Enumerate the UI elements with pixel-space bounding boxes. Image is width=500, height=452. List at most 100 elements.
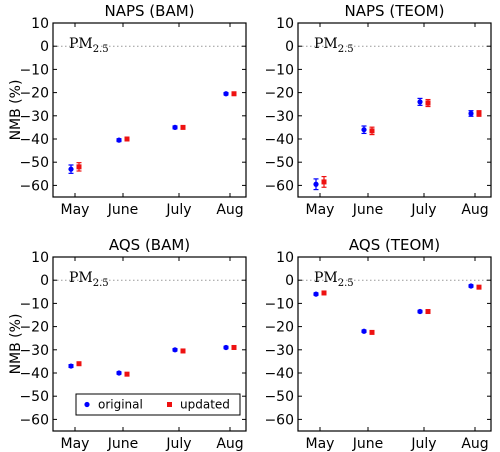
data-point-updated xyxy=(124,371,130,377)
panel-title: AQS (TEOM) xyxy=(349,236,440,254)
data-point-updated xyxy=(369,128,375,134)
x-tick-label: May xyxy=(61,436,90,452)
legend: original updated xyxy=(75,393,241,416)
y-tick-label: −20 xyxy=(19,320,49,336)
chart-panels: NAPS (BAM) 10 0 −10 −20 −30 −40 −50 −60 May June Ju… xyxy=(8,2,492,452)
x-tick-label: June xyxy=(352,436,384,452)
data-point-updated xyxy=(231,91,237,97)
data-point-original xyxy=(417,308,423,315)
data-point-original xyxy=(223,91,229,97)
y-tick-label: 10 xyxy=(276,16,294,32)
data-point-original xyxy=(313,181,319,187)
x-tick-label: June xyxy=(352,202,384,218)
data-point-original xyxy=(468,110,474,117)
data-point-updated xyxy=(180,348,186,354)
pm25-annotation: PM2.5 xyxy=(314,36,354,55)
y-tick-label: −10 xyxy=(19,62,49,78)
plot-frame xyxy=(297,22,492,198)
data-point-original xyxy=(172,347,178,353)
data-point-original xyxy=(468,283,474,289)
y-tick-label: −20 xyxy=(264,320,294,336)
y-tick-label: −10 xyxy=(19,296,49,312)
y-tick-label: −20 xyxy=(264,86,294,102)
y-tick-label: 10 xyxy=(31,16,49,32)
y-tick-label: −50 xyxy=(264,389,294,405)
y-tick-label: −50 xyxy=(264,155,294,171)
plot-frame xyxy=(52,256,247,432)
data-point-original xyxy=(361,127,367,133)
data-point-updated xyxy=(321,290,327,296)
y-tick-label: −60 xyxy=(19,178,49,194)
y-tick-label: 0 xyxy=(40,39,49,55)
legend-box xyxy=(75,393,241,416)
data-point-original xyxy=(361,328,367,334)
y-tick-label: −40 xyxy=(19,366,49,382)
x-tick-label: June xyxy=(107,436,139,452)
panel-title: NAPS (TEOM) xyxy=(345,2,445,20)
y-tick-label: −40 xyxy=(264,366,294,382)
y-tick-label: 0 xyxy=(285,39,294,55)
x-tick-label: May xyxy=(306,436,335,452)
x-tick-label: Aug xyxy=(461,436,488,452)
y-tick-label: −60 xyxy=(264,178,294,194)
data-point-updated xyxy=(231,344,237,350)
x-tick-label: Aug xyxy=(216,202,243,218)
legend-marker-original xyxy=(84,401,90,408)
plot-frame xyxy=(297,256,492,432)
data-point-original xyxy=(68,166,74,172)
plot-frame xyxy=(52,22,247,198)
legend-label-updated: updated xyxy=(180,398,230,412)
y-tick-label: −20 xyxy=(19,86,49,102)
panel-title: NAPS (BAM) xyxy=(104,2,194,20)
x-tick-label: July xyxy=(165,202,191,218)
x-tick-label: June xyxy=(107,202,139,218)
data-point-updated xyxy=(425,309,431,315)
data-point-updated xyxy=(369,329,375,335)
data-point-updated xyxy=(425,100,431,106)
data-point-original xyxy=(116,370,122,376)
panel-title: AQS (BAM) xyxy=(109,236,190,254)
pm25-annotation: PM2.5 xyxy=(314,270,354,289)
data-point-original xyxy=(223,344,229,351)
data-point-updated xyxy=(476,284,482,290)
y-tick-label: −60 xyxy=(264,412,294,428)
data-point-updated xyxy=(76,361,82,367)
y-tick-label: −10 xyxy=(264,62,294,78)
y-tick-label: 0 xyxy=(285,273,294,289)
y-tick-label: −50 xyxy=(19,155,49,171)
pm25-annotation: PM2.5 xyxy=(69,270,109,289)
y-tick-label: −30 xyxy=(264,343,294,359)
y-axis-label: NMB (%) xyxy=(8,314,24,375)
y-tick-label: −30 xyxy=(264,109,294,125)
y-tick-label: 10 xyxy=(31,250,49,266)
chart-panel-2: NAPS (TEOM) 10 0 −10 −20 −30 −40 −50 −60 May June J… xyxy=(264,2,492,218)
y-tick-label: 0 xyxy=(40,273,49,289)
y-axis-label: NMB (%) xyxy=(8,80,24,141)
data-point-original xyxy=(313,291,319,297)
data-point-original xyxy=(68,363,74,369)
x-tick-label: July xyxy=(410,436,436,452)
y-tick-label: −10 xyxy=(264,296,294,312)
x-tick-label: Aug xyxy=(216,436,243,452)
data-point-updated xyxy=(76,164,82,170)
x-tick-label: May xyxy=(306,202,335,218)
y-tick-label: −30 xyxy=(19,343,49,359)
data-point-original xyxy=(172,124,178,130)
data-point-original xyxy=(417,99,423,105)
x-tick-label: July xyxy=(410,202,436,218)
data-point-original xyxy=(116,137,122,143)
x-tick-label: Aug xyxy=(461,202,488,218)
chart-panel-4: AQS (TEOM) 10 0 −10 −20 −30 −40 −50 −60 May June Ju… xyxy=(264,236,492,452)
pm25-annotation: PM2.5 xyxy=(69,36,109,55)
y-tick-label: −60 xyxy=(19,412,49,428)
y-tick-label: −30 xyxy=(19,109,49,125)
data-point-updated xyxy=(321,179,327,185)
y-tick-label: −40 xyxy=(264,132,294,148)
y-tick-label: 10 xyxy=(276,250,294,266)
data-point-updated xyxy=(124,136,130,142)
chart-panel-1: NAPS (BAM) 10 0 −10 −20 −30 −40 −50 −60 May June Ju… xyxy=(8,2,247,218)
data-point-updated xyxy=(476,110,482,116)
legend-marker-updated xyxy=(167,402,172,407)
y-tick-label: −50 xyxy=(19,389,49,405)
